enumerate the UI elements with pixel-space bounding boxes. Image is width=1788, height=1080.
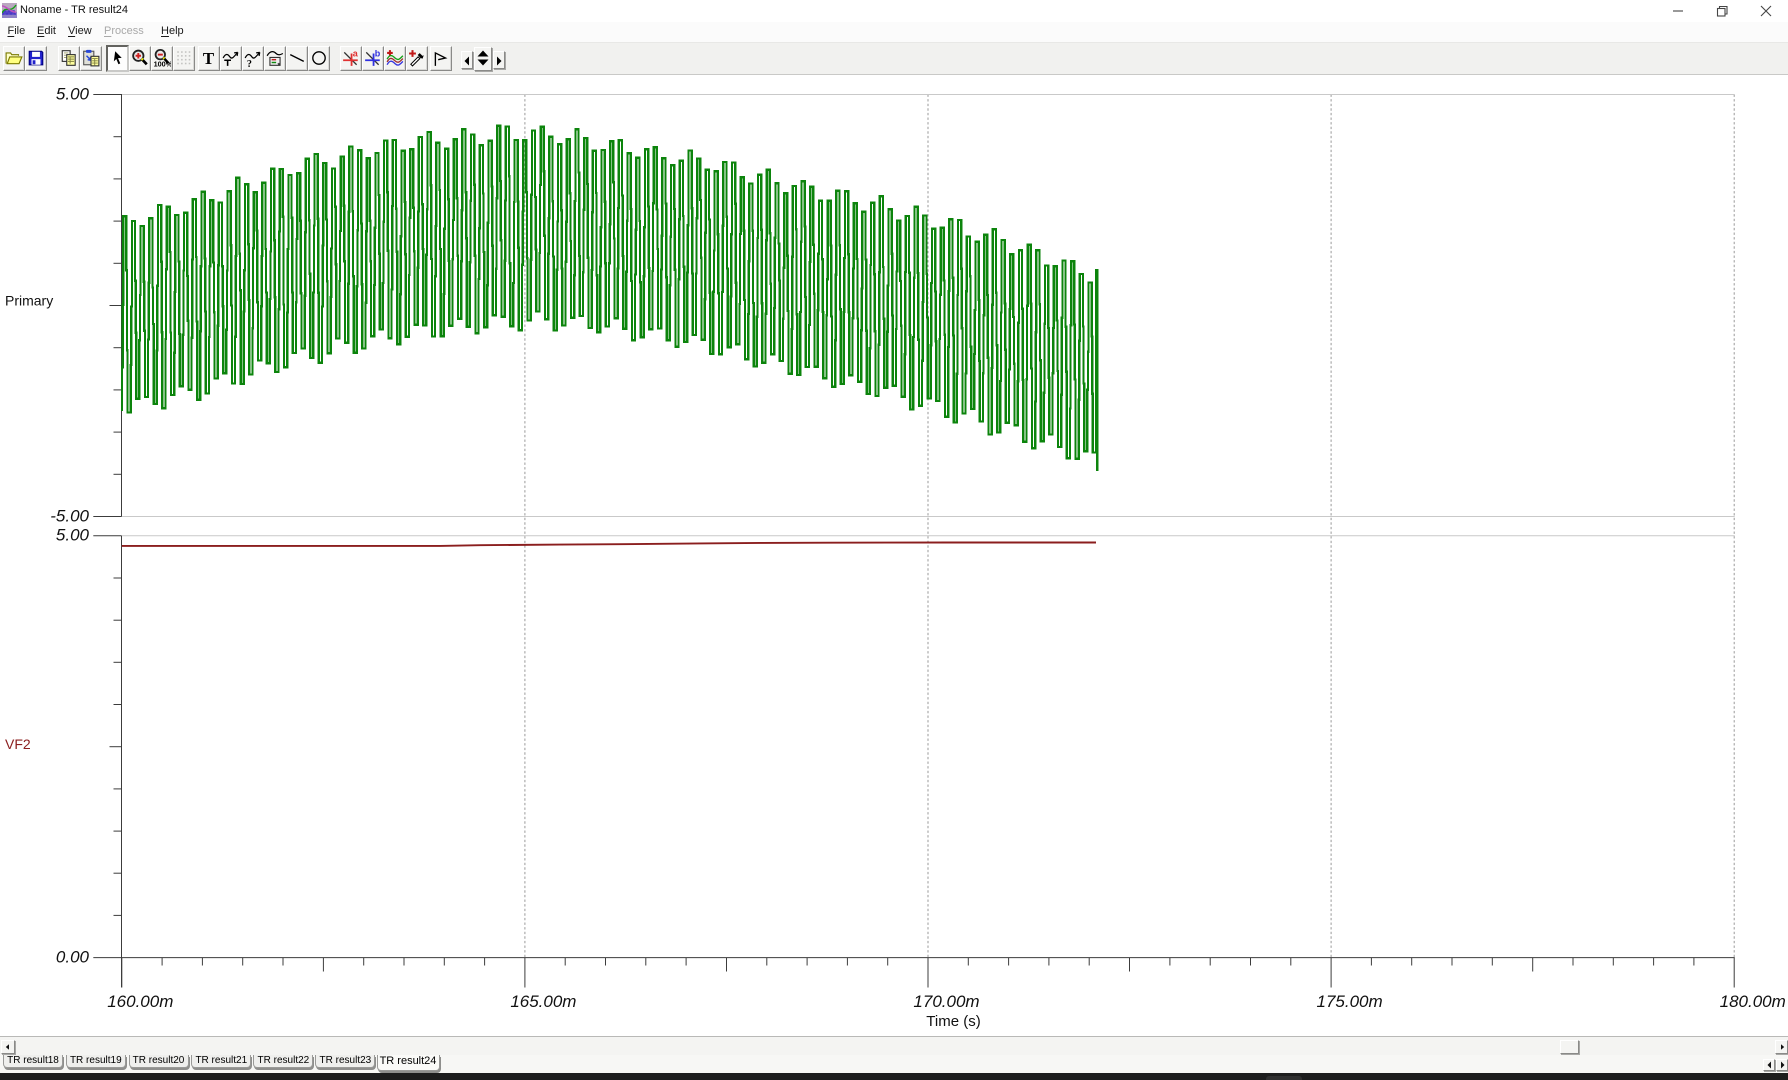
svg-text:100%: 100% — [154, 59, 171, 67]
svg-text:180.00m: 180.00m — [1720, 992, 1786, 1011]
svg-text:0.00: 0.00 — [56, 948, 90, 967]
svg-text:170.00m: 170.00m — [913, 992, 979, 1011]
svg-text:T: T — [203, 49, 214, 67]
svg-text:?: ? — [247, 59, 252, 67]
svg-text:Primary: Primary — [5, 293, 53, 309]
svg-text:VF2: VF2 — [5, 736, 31, 752]
svg-text:-5.00: -5.00 — [50, 506, 89, 525]
svg-text:165.00m: 165.00m — [510, 992, 576, 1011]
svg-text:5.00: 5.00 — [56, 84, 90, 103]
svg-text:160.00m: 160.00m — [107, 992, 173, 1011]
svg-text:175.00m: 175.00m — [1317, 992, 1383, 1011]
svg-text:b: b — [375, 49, 381, 58]
svg-text:Time (s): Time (s) — [926, 1013, 980, 1030]
svg-text:5.00: 5.00 — [56, 526, 90, 545]
svg-text:a: a — [353, 49, 359, 58]
